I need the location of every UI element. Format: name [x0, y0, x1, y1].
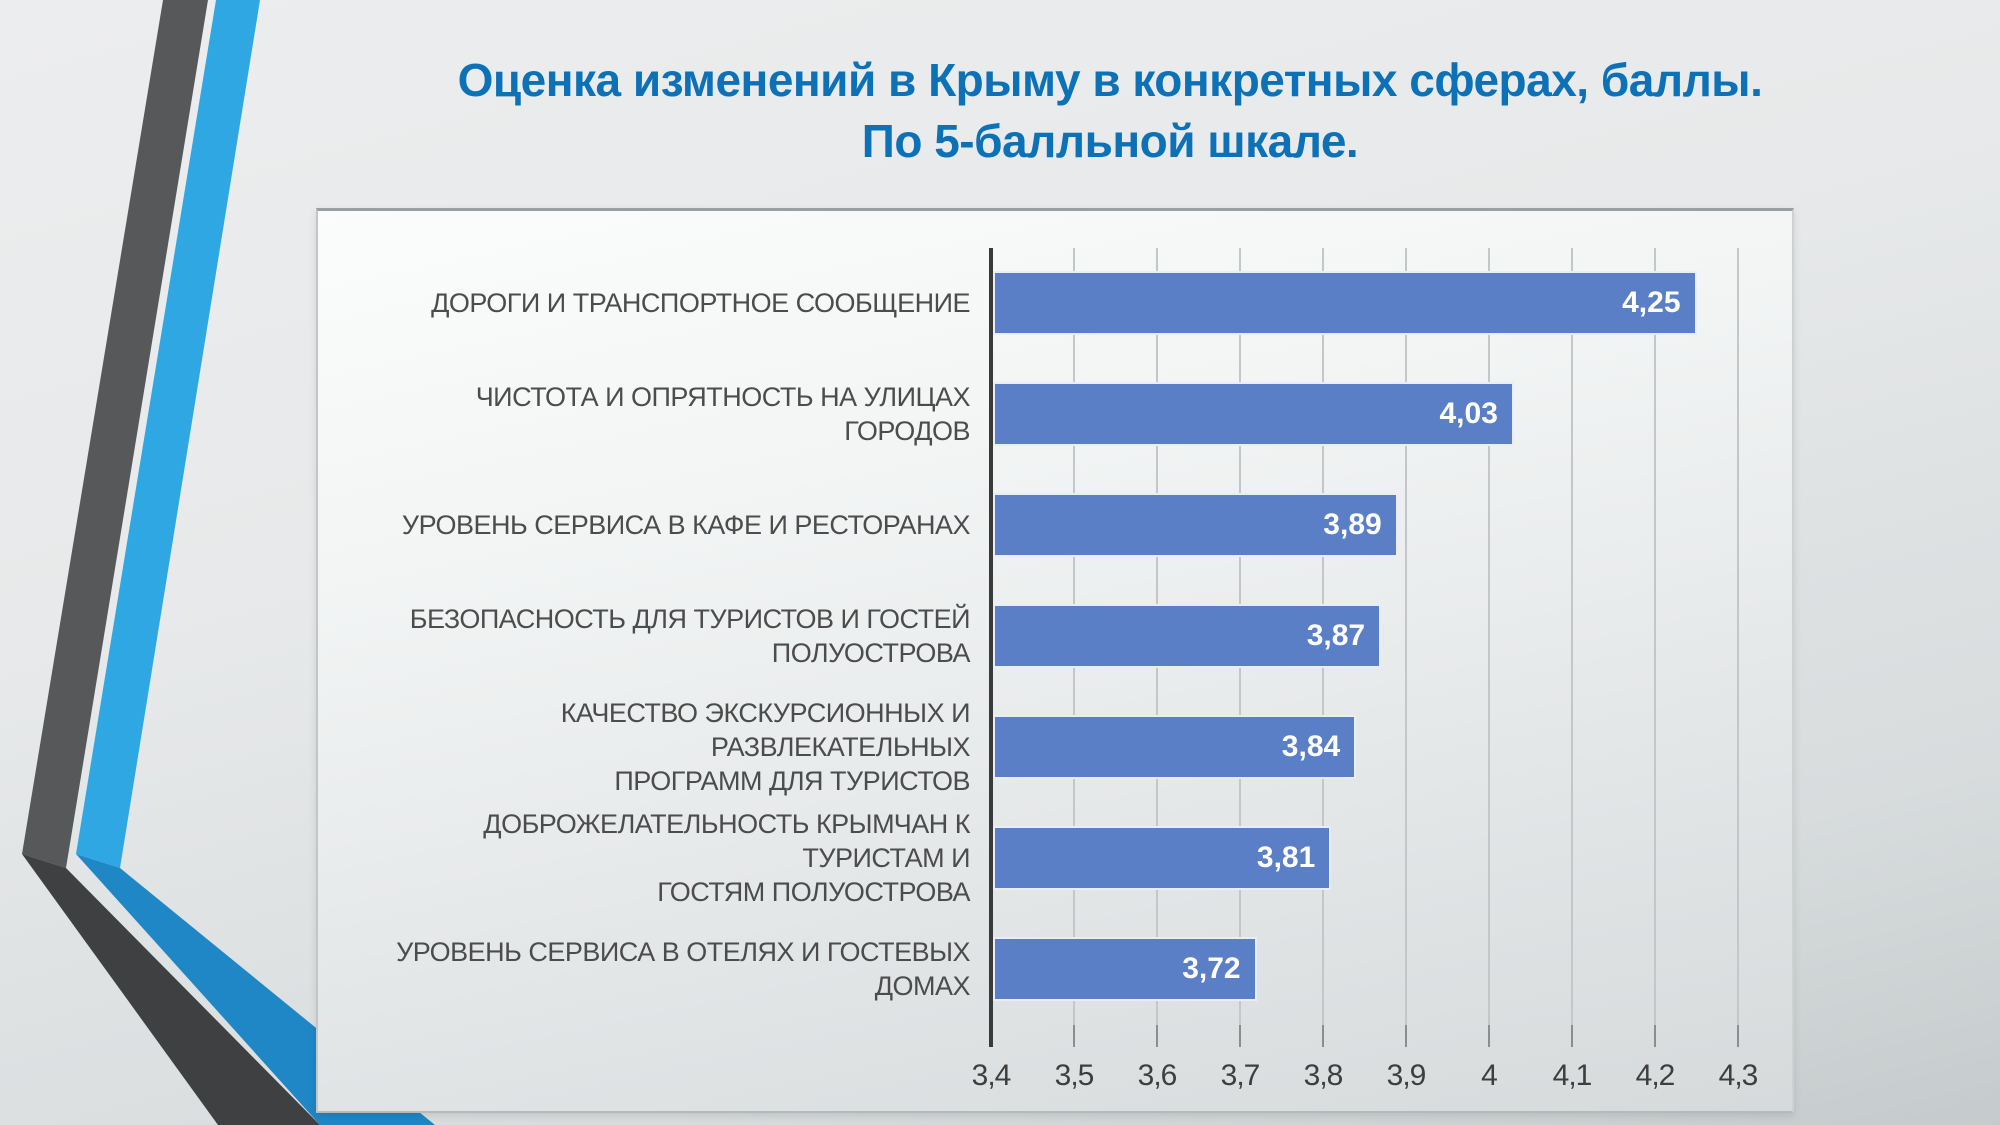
bar-value-label: 3,84	[1281, 730, 1341, 763]
x-tick-label: 3,6	[1137, 1059, 1178, 1092]
plot-area: 3,4 3,5 3,6 3,7 3,8 3,9 4 4,1 4,2 4,3 ДОРОГИ И ТРА…	[318, 211, 1792, 1111]
bar-value-label: 3,89	[1323, 508, 1382, 541]
category-label: ДОРОГИ И ТРАНСПОРТНОЕ СООБЩЕНИЕ	[431, 287, 970, 318]
category-label: УРОВЕНЬ СЕРВИСА В ОТЕЛЯХ И ГОСТЕВЫХ ДОМА…	[396, 936, 970, 1001]
gridline	[1488, 248, 1490, 1025]
axis-tick	[1488, 1025, 1490, 1047]
y-axis-line	[989, 248, 993, 1047]
category-label: БЕЗОПАСНОСТЬ ДЛЯ ТУРИСТОВ И ГОСТЕЙ ПОЛУО…	[409, 603, 971, 668]
bar: 3,72	[993, 937, 1257, 1001]
x-tick-label: 4,2	[1635, 1059, 1676, 1092]
axis-tick	[1737, 1025, 1739, 1047]
x-tick-label: 4	[1481, 1059, 1498, 1092]
bar-value-label: 4,03	[1439, 397, 1498, 430]
axis-tick	[1322, 1025, 1324, 1047]
axis-tick	[1571, 1025, 1573, 1047]
axis-tick	[1405, 1025, 1407, 1047]
gridline	[1405, 248, 1407, 1025]
bar: 3,89	[993, 493, 1398, 557]
gridline	[1737, 248, 1739, 1025]
gridline	[1571, 248, 1573, 1025]
x-tick-label: 3,7	[1220, 1059, 1261, 1092]
axis-tick	[1073, 1025, 1075, 1047]
bar: 3,84	[993, 715, 1357, 779]
gray-stripe-upper	[22, 0, 208, 868]
bar: 3,81	[993, 826, 1332, 890]
x-tick-label: 3,4	[971, 1059, 1012, 1092]
axis-tick	[1156, 1025, 1158, 1047]
x-tick-label: 3,5	[1054, 1059, 1095, 1092]
gridline	[1654, 248, 1656, 1025]
x-tick-label: 4,1	[1552, 1059, 1593, 1092]
x-tick-label: 3,8	[1303, 1059, 1344, 1092]
slide-title: Оценка изменений в Крыму в конкретных сф…	[340, 50, 1880, 171]
bar-value-label: 3,81	[1256, 841, 1316, 874]
bar-value-label: 3,72	[1182, 952, 1241, 985]
category-label: ДОБРОЖЕЛАТЕЛЬНОСТЬ КРЫМЧАН К ТУРИСТАМ И …	[483, 808, 970, 907]
category-label: УРОВЕНЬ СЕРВИСА В КАФЕ И РЕСТОРАНАХ	[401, 509, 971, 540]
blue-stripe-upper	[76, 0, 260, 868]
x-tick-label: 3,9	[1386, 1059, 1427, 1092]
bar-value-label: 3,87	[1306, 619, 1366, 652]
gray-stripe-lower	[22, 854, 320, 1125]
x-tick-label: 4,3	[1718, 1059, 1759, 1092]
category-label: ЧИСТОТА И ОПРЯТНОСТЬ НА УЛИЦАХ ГОРОДОВ	[475, 381, 971, 446]
bar: 3,87	[993, 604, 1382, 668]
bar: 4,03	[993, 382, 1514, 446]
slide-title-line-1: Оценка изменений в Крыму в конкретных сф…	[457, 54, 1763, 106]
slide-title-line-2: По 5-балльной шкале.	[861, 114, 1359, 167]
bar-value-label: 4,25	[1622, 286, 1681, 319]
category-label: КАЧЕСТВО ЭКСКУРСИОННЫХ И РАЗВЛЕКАТЕЛЬНЫХ…	[560, 697, 971, 796]
bar-chart: 3,4 3,5 3,6 3,7 3,8 3,9 4 4,1 4,2 4,3 ДОРОГИ И ТРА…	[316, 208, 1794, 1113]
bar: 4,25	[993, 271, 1697, 335]
axis-tick	[1654, 1025, 1656, 1047]
axis-tick	[1239, 1025, 1241, 1047]
